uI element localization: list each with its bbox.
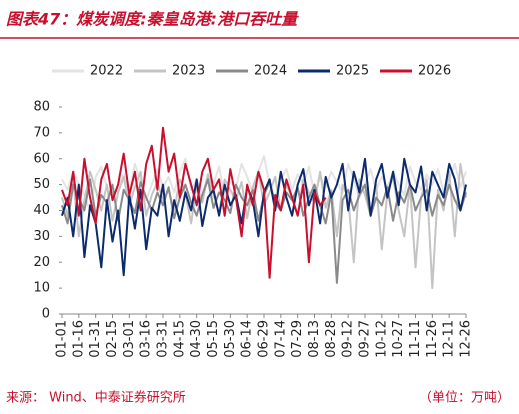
legend-label: 2023 [172, 64, 205, 79]
x-tick-label: 07-14 [273, 320, 288, 358]
x-tick-label: 01-16 [71, 320, 86, 358]
x-tick-label: 08-28 [324, 320, 339, 358]
x-tick-label: 01-31 [88, 320, 103, 358]
x-tick-label: 02-15 [105, 320, 120, 358]
y-tick-label: 60 [33, 151, 50, 166]
x-tick-label: 12-26 [459, 320, 474, 358]
y-tick-label: 10 [33, 281, 50, 296]
x-tick-label: 04-15 [172, 320, 187, 358]
x-tick-label: 09-27 [358, 320, 373, 358]
y-tick-label: 20 [33, 255, 50, 270]
series-line [61, 126, 327, 279]
y-tick-label: 70 [33, 125, 50, 140]
x-tick-label: 12-11 [442, 320, 457, 358]
source-note: 来源： Wind、中泰证券研究所 [6, 390, 186, 406]
x-tick-label: 01-01 [55, 320, 70, 358]
legend-label: 2024 [254, 64, 287, 79]
x-tick-label: 11-26 [425, 320, 440, 358]
x-tick-label: 04-30 [189, 320, 204, 358]
legend-label: 2026 [418, 64, 451, 79]
y-tick-label: 50 [33, 177, 50, 192]
x-tick-label: 08-13 [307, 320, 322, 358]
x-tick-label: 11-11 [408, 320, 423, 358]
legend-label: 2025 [336, 64, 369, 79]
x-tick-label: 06-29 [257, 320, 272, 358]
x-tick-label: 07-29 [290, 320, 305, 358]
x-tick-label: 06-14 [240, 320, 255, 358]
y-tick-label: 40 [33, 203, 50, 218]
x-tick-label: 03-16 [139, 320, 154, 358]
unit-note: （单位：万吨） [419, 391, 510, 406]
x-tick-label: 10-12 [374, 320, 389, 358]
chart-title: 图表47：煤炭调度:秦皇岛港:港口吞吐量 [6, 10, 299, 29]
y-tick-label: 0 [42, 307, 50, 322]
x-tick-label: 03-01 [122, 320, 137, 358]
y-tick-label: 80 [33, 100, 50, 115]
x-tick-label: 05-15 [206, 320, 221, 358]
x-tick-label: 10-27 [391, 320, 406, 358]
legend-label: 2022 [90, 64, 123, 79]
x-tick-label: 03-31 [156, 320, 171, 358]
y-tick-label: 30 [33, 229, 50, 244]
x-tick-label: 09-12 [341, 320, 356, 358]
x-tick-label: 05-30 [223, 320, 238, 358]
